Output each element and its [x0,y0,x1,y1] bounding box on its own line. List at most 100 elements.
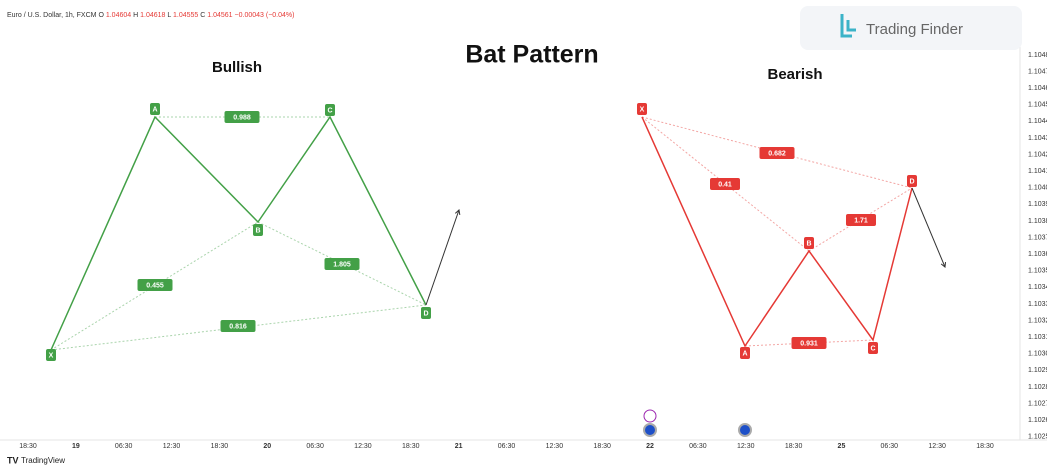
header-part: C [200,12,205,19]
time-label: 12:30 [546,443,564,450]
price-label: 1.1047 [1028,68,1047,75]
price-label: 1.1035 [1028,268,1047,275]
time-label: 18:30 [402,443,420,450]
header-part: 1.04555 [173,12,198,19]
point-label: B [806,240,811,247]
price-label: 1.1039 [1028,201,1047,208]
price-label: 1.1042 [1028,151,1047,158]
point-label: A [742,350,747,357]
ratio-box [846,214,876,226]
point-box [421,307,431,319]
ratio-box [224,111,260,123]
point-label: D [423,310,428,317]
ratio: 0.988 [233,114,251,121]
price-label: 1.1032 [1028,317,1047,324]
price-label: 1.1038 [1028,218,1047,225]
arrow-head [454,209,461,216]
price-label: 1.1028 [1028,384,1047,391]
time-label: 25 [838,443,846,450]
time-label: 18:30 [19,443,37,450]
header-part: 1.04618 [140,12,165,19]
ratio-box [220,320,256,332]
price-label: 1.1044 [1028,118,1047,125]
footer: TradingView [21,456,65,465]
time-label: 18:30 [593,443,611,450]
point-label: D [909,178,914,185]
point-label: C [327,107,332,114]
header-part: O [98,12,104,19]
price-label: 1.1034 [1028,284,1047,291]
pattern-line [50,115,427,351]
event-icon [643,423,657,437]
point-label: X [640,106,645,113]
price-label: 1.1037 [1028,234,1047,241]
time-label: 06:30 [498,443,516,450]
header-part: H [133,12,138,19]
time-label: 06:30 [115,443,133,450]
ratio: 1.71 [854,217,868,224]
event-icon [643,409,657,423]
arrow-head [940,261,947,268]
point-box [325,104,335,116]
point-box [150,103,160,115]
ratio-box [324,258,360,270]
price-label: 1.1045 [1028,102,1047,109]
header-part: 1.04604 [106,12,131,19]
point-box [804,237,814,249]
pattern-line [641,116,913,348]
ratio: 0.455 [146,282,164,289]
point-label: C [870,345,875,352]
time-label: 06:30 [306,443,324,450]
price-label: 1.1036 [1028,251,1047,258]
point-box [637,103,647,115]
price-label: 1.1029 [1028,367,1047,374]
time-label: 18:30 [785,443,803,450]
header-part: Euro / U.S. Dollar, 1h, FXCM [7,12,97,19]
logo: Trading Finder [866,21,963,38]
header-part: L [167,12,171,19]
ratio: 1.805 [333,261,351,268]
time-label: 18:30 [976,443,994,450]
ratio-line [641,116,913,189]
price-label: 1.1025 [1028,434,1047,441]
time-label: 12:30 [163,443,181,450]
footer-logo: TV [7,455,19,465]
price-label: 1.1033 [1028,301,1047,308]
price-label: 1.1046 [1028,85,1047,92]
point-label: A [152,106,157,113]
price-label: 1.1048 [1028,52,1047,59]
ratio-box [791,337,827,349]
point-box [253,224,263,236]
ratio: 0.931 [800,340,818,347]
time-label: 21 [455,443,463,450]
pattern-label: Bearish [767,66,822,83]
time-label: 22 [646,443,654,450]
header-part: −0.00043 (−0.04%) [235,12,295,19]
ratio-box [137,279,173,291]
time-label: 19 [72,443,80,450]
header-part: 1.04561 [207,12,232,19]
price-label: 1.1043 [1028,135,1047,142]
ratio-box [710,178,740,190]
point-box [46,349,56,361]
point-box [868,342,878,354]
logo-icon [840,14,856,38]
point-box [740,347,750,359]
ratio: 0.682 [768,150,786,157]
point-label: X [49,352,54,359]
time-label: 18:30 [211,443,229,450]
time-label: 12:30 [928,443,946,450]
price-label: 1.1040 [1028,185,1047,192]
price-label: 1.1026 [1028,417,1047,424]
point-label: B [255,227,260,234]
price-label: 1.1027 [1028,400,1047,407]
arrow [911,187,946,268]
pattern-label: Bullish [212,59,262,76]
logo-box [800,6,1022,50]
price-label: 1.1030 [1028,351,1047,358]
time-label: 06:30 [689,443,707,450]
time-label: 06:30 [881,443,899,450]
event-icon [738,423,752,437]
